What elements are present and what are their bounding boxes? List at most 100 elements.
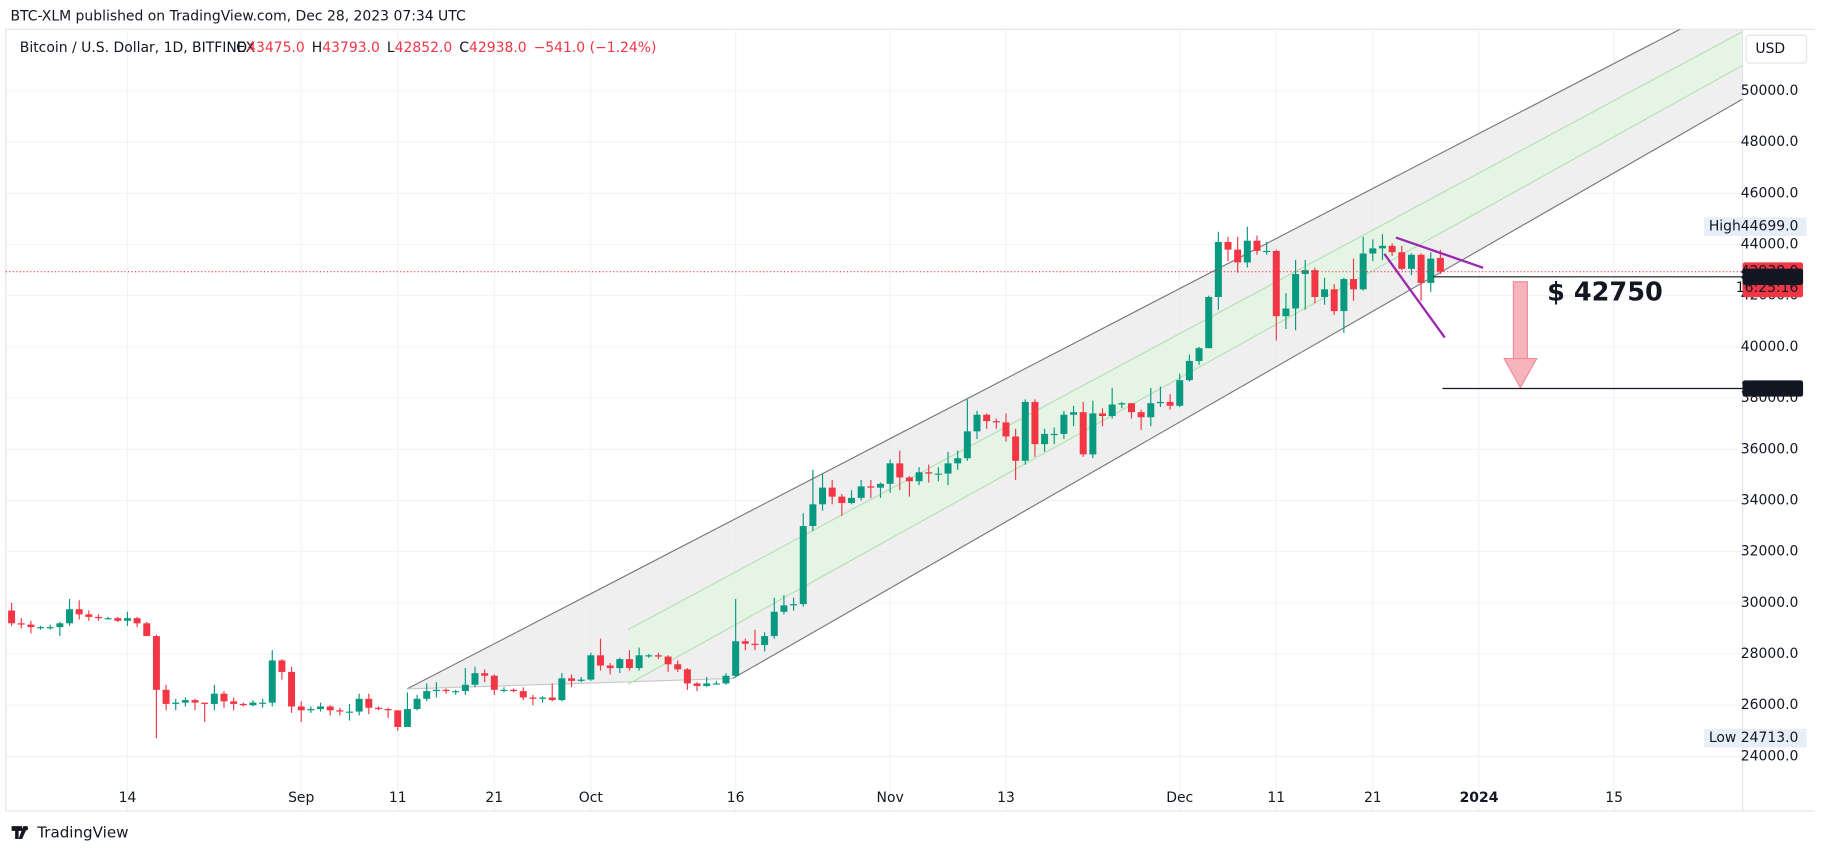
candle-body <box>867 486 875 488</box>
candle-body <box>191 700 199 703</box>
candle-body <box>1282 308 1290 317</box>
candle-body <box>1214 241 1222 297</box>
candle-body <box>1099 413 1107 416</box>
candle-body <box>587 655 595 680</box>
candle-body <box>346 711 353 713</box>
candle-body <box>355 698 363 712</box>
candle-body <box>992 421 1000 423</box>
candle-body <box>297 706 305 711</box>
candle-body <box>1378 245 1386 249</box>
candle-body <box>761 636 769 646</box>
legend-key: O <box>236 40 247 56</box>
candles <box>8 226 1444 739</box>
candle-body <box>374 707 382 710</box>
candle-body <box>1050 433 1058 436</box>
candle-body <box>500 689 508 691</box>
drawings: $ 42750 <box>1383 236 1663 389</box>
channel-center-fill <box>628 31 1743 685</box>
candle-body <box>616 659 624 669</box>
channel-inner-upper <box>627 31 1743 631</box>
x-tick-label: 16 <box>727 790 745 806</box>
candle-body <box>683 669 691 684</box>
legend-key: C <box>459 40 469 56</box>
x-tick-label: Dec <box>1166 790 1193 806</box>
candle-body <box>1292 273 1300 309</box>
x-tick-label: 11 <box>389 790 407 806</box>
candle-body <box>857 486 865 498</box>
legend-value: 42852.0 <box>395 40 453 56</box>
candle-body <box>809 504 817 527</box>
candle-body <box>732 641 740 676</box>
candle-body <box>432 689 440 692</box>
legend-key: H <box>312 40 322 56</box>
marker-label: 44699.0 <box>1741 219 1799 235</box>
marker-box <box>1704 217 1807 236</box>
candle-body <box>635 655 643 669</box>
candle-body <box>1243 240 1251 263</box>
candle-body <box>210 693 218 704</box>
x-tick-label: Nov <box>877 790 904 806</box>
y-tick-label: 30000.0 <box>1741 595 1799 611</box>
candle-body <box>394 710 402 727</box>
candle-body <box>1359 253 1367 290</box>
x-tick-label: 11 <box>1267 790 1285 806</box>
currency-box <box>1745 34 1808 64</box>
candle-body <box>519 691 527 698</box>
channel-fill <box>407 29 1743 689</box>
candle-body <box>770 611 778 637</box>
candle-body <box>597 655 604 666</box>
candle-body <box>307 709 315 711</box>
candle-body <box>1166 401 1174 406</box>
price-labels: 24000.0 26000.0 28000.0 30000.0 32000.0 34000… <box>5 83 1807 806</box>
candle-body <box>963 431 971 459</box>
channel-lower <box>732 98 1743 679</box>
candle-body <box>123 618 131 621</box>
candle-body <box>490 675 498 690</box>
channel-base <box>407 677 733 690</box>
candle-body <box>1012 436 1020 461</box>
candle-body <box>1002 422 1010 437</box>
candle-body <box>954 458 962 464</box>
candle-body <box>37 627 45 629</box>
legend-key: L <box>387 40 395 56</box>
candle-body <box>529 697 537 699</box>
candle-body <box>876 483 884 488</box>
candle-body <box>201 702 209 704</box>
legend-value: 42938.0 <box>469 40 527 56</box>
y-tick-label: 34000.0 <box>1741 492 1799 508</box>
y-tick-label: 32000.0 <box>1741 544 1799 560</box>
x-tick-label: 13 <box>997 790 1015 806</box>
candle-body <box>66 609 74 624</box>
candle-body <box>365 698 373 708</box>
candle-body <box>1176 380 1184 406</box>
candle-body <box>1118 403 1126 405</box>
candle-body <box>558 678 566 701</box>
candle-body <box>471 673 479 685</box>
candle-body <box>481 673 489 676</box>
candle-body <box>934 473 942 475</box>
x-tick-label: 2024 <box>1460 790 1499 806</box>
marker-box <box>1704 728 1807 748</box>
legend-change: −541.0 (−1.24%) <box>534 40 657 56</box>
candle-body <box>1417 254 1425 283</box>
candle-body <box>548 697 556 701</box>
candle-body <box>56 623 64 628</box>
candle-body <box>461 684 469 692</box>
candle-body <box>703 683 711 686</box>
candle-body <box>799 526 807 605</box>
candle-body <box>1137 412 1145 418</box>
candle-body <box>104 618 112 620</box>
candle-body <box>1388 245 1396 253</box>
candle-body <box>1147 403 1155 418</box>
level-label: 38373.9 <box>1741 381 1799 397</box>
x-tick-label: Sep <box>288 790 314 806</box>
candle-body <box>278 660 286 672</box>
candle-body <box>925 472 933 474</box>
candle-body <box>1407 254 1415 269</box>
wedge-lower <box>1383 253 1446 339</box>
candle-body <box>568 678 576 681</box>
candle-body <box>1185 360 1193 381</box>
x-tick-label: Oct <box>579 790 604 806</box>
y-tick-label: 46000.0 <box>1741 185 1799 201</box>
